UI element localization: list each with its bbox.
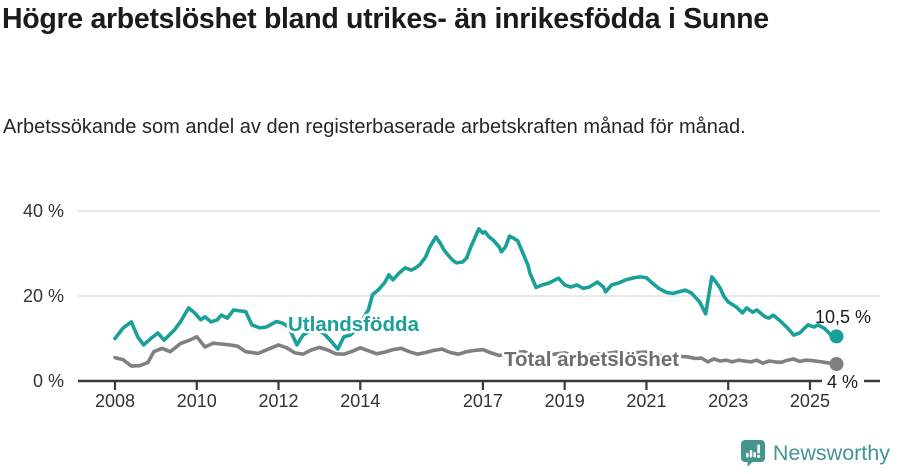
end-value-label-utlandsfodda: 10,5 % <box>815 307 871 327</box>
series-line-total <box>113 335 839 368</box>
newsworthy-logo[interactable]: Newsworthy <box>740 440 890 467</box>
x-tick-label: 2014 <box>340 391 380 411</box>
line-chart: 0 % 20 % 40 % 2008 2010 2012 2014 2017 2019 2021 2… <box>23 201 880 411</box>
x-tick-label: 2019 <box>545 391 585 411</box>
y-tick-label: 0 % <box>33 371 64 391</box>
series-label-total-arbetsloshet: Total arbetslöshet <box>504 348 679 371</box>
series-end-dot-total <box>829 357 844 371</box>
page-title: Högre arbetslöshet bland utrikes- än inr… <box>2 3 769 35</box>
chart-subtitle: Arbetssökande som andel av den registerb… <box>3 116 746 138</box>
x-tick-label: 2017 <box>463 391 503 411</box>
series-end-dot-utlandsfodda <box>829 329 844 344</box>
axis-layer: 0 % 20 % 40 % 2008 2010 2012 2014 2017 2019 2021 2… <box>23 201 880 411</box>
series-line-utlandsfodda <box>113 227 839 351</box>
x-tick-label: 2008 <box>95 391 135 411</box>
end-value-label-total: 4 % <box>827 372 858 392</box>
y-tick-label: 20 % <box>23 286 64 306</box>
series-label-utlandsfodda: Utlandsfödda <box>288 313 420 336</box>
x-tick-label: 2025 <box>790 391 830 411</box>
x-tick-label: 2023 <box>708 391 748 411</box>
x-tick-label: 2012 <box>258 391 298 411</box>
x-tick-label: 2010 <box>177 391 217 411</box>
y-tick-label: 40 % <box>23 201 64 221</box>
gridlines-layer <box>78 210 880 297</box>
x-tick-label: 2021 <box>626 391 666 411</box>
end-value-label-backdrop <box>822 372 864 391</box>
newsworthy-bubble-chart-icon <box>740 440 765 467</box>
series-lines-layer <box>113 227 844 371</box>
newsworthy-brand-text: Newsworthy <box>772 441 890 465</box>
